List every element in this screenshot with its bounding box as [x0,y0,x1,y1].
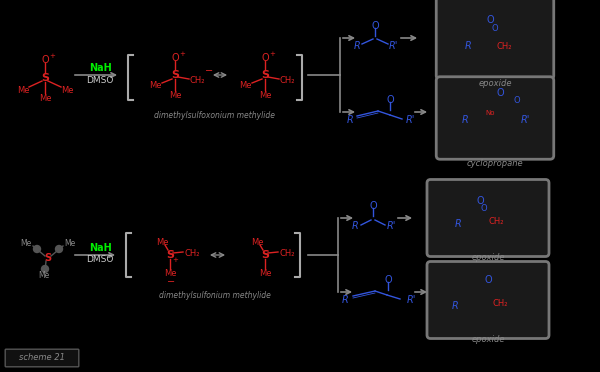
Text: S: S [41,73,49,83]
Text: dimethylsulfoxonium methylide: dimethylsulfoxonium methylide [155,110,275,119]
Text: DMSO: DMSO [86,256,113,264]
Text: epoxide: epoxide [471,253,505,263]
Text: O: O [371,21,379,31]
Text: R': R' [520,115,530,125]
Text: O: O [491,23,499,32]
Text: S: S [171,70,179,80]
Text: R': R' [406,115,415,125]
Text: CH₂: CH₂ [496,42,512,51]
Text: cyclopropane: cyclopropane [467,158,523,167]
Text: Me: Me [251,237,263,247]
Text: CH₂: CH₂ [279,248,295,257]
Circle shape [56,246,62,253]
FancyBboxPatch shape [436,77,554,159]
Text: O: O [171,53,179,63]
Text: −: − [167,277,175,287]
Text: Me: Me [259,269,271,278]
Text: Me: Me [17,86,29,94]
Text: R: R [455,219,461,229]
Text: O: O [481,203,487,212]
Text: Me: Me [164,269,176,278]
Text: R': R' [388,41,398,51]
Text: Me: Me [239,80,251,90]
Text: R: R [461,115,469,125]
Text: Me: Me [61,86,73,94]
Circle shape [41,266,49,273]
Text: O: O [486,15,494,25]
Text: Me: Me [149,80,161,90]
Text: R: R [353,41,361,51]
Text: S: S [261,250,269,260]
Text: R': R' [406,295,416,305]
Text: O: O [384,275,392,285]
Text: R: R [452,301,458,311]
Text: −: − [205,66,213,76]
FancyBboxPatch shape [427,262,549,339]
Text: Me: Me [39,93,51,103]
Text: R: R [352,221,358,231]
FancyBboxPatch shape [436,0,554,79]
Text: S: S [44,253,52,263]
Text: +: + [49,53,55,59]
Text: CH₂: CH₂ [488,217,504,225]
Text: Me: Me [259,90,271,99]
Text: No: No [485,110,495,116]
Text: R: R [347,115,353,125]
Text: O: O [476,196,484,206]
Text: DMSO: DMSO [86,76,113,84]
Text: Me: Me [20,238,32,247]
Text: NaH: NaH [89,243,112,253]
Text: +: + [172,257,178,263]
Text: +: + [269,51,275,57]
Text: S: S [261,70,269,80]
Text: S: S [166,250,174,260]
Text: O: O [369,201,377,211]
Text: O: O [261,53,269,63]
Text: epoxide: epoxide [471,336,505,344]
Text: epoxide: epoxide [478,78,512,87]
Text: O: O [514,96,520,105]
Text: O: O [496,88,504,98]
FancyBboxPatch shape [5,349,79,367]
Text: +: + [179,51,185,57]
Text: dimethylsulfonium methylide: dimethylsulfonium methylide [159,291,271,299]
Text: CH₂: CH₂ [492,298,508,308]
Text: O: O [41,55,49,65]
Text: R: R [341,295,349,305]
Text: O: O [386,95,394,105]
Text: CH₂: CH₂ [184,248,200,257]
Text: Me: Me [38,272,50,280]
Circle shape [34,246,41,253]
Text: CH₂: CH₂ [279,76,295,84]
Text: Me: Me [64,238,76,247]
Text: R: R [464,41,472,51]
FancyBboxPatch shape [427,180,549,257]
Text: Me: Me [169,90,181,99]
Text: R': R' [386,221,395,231]
Text: NaH: NaH [89,63,112,73]
Text: Me: Me [156,237,168,247]
Text: scheme 21: scheme 21 [19,353,65,362]
Text: O: O [484,275,492,285]
Text: CH₂: CH₂ [189,76,205,84]
